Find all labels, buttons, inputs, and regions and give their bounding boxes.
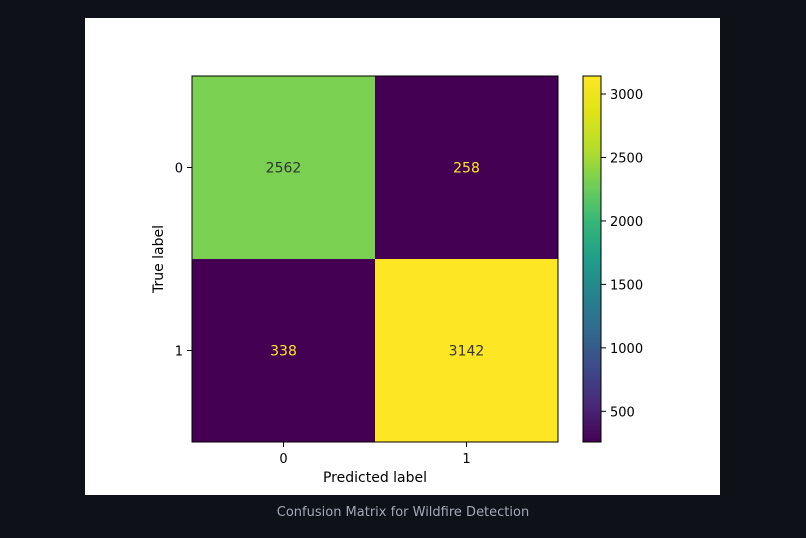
matrix-value-1-1: 3142 <box>449 344 485 360</box>
matrix-cell-0-0 <box>192 76 375 259</box>
colorbar-tick-label-1500: 1500 <box>610 278 643 293</box>
x-tick-label-1: 1 <box>462 452 470 467</box>
colorbar-tick-label-2500: 2500 <box>610 151 643 166</box>
matrix-value-0-1: 258 <box>453 161 480 177</box>
colorbar-tick-label-500: 500 <box>610 405 635 420</box>
matrix-cell-1-1 <box>375 259 558 442</box>
colorbar <box>582 75 602 443</box>
matrix-cell-0-1 <box>375 76 558 259</box>
figure-caption: Confusion Matrix for Wildfire Detection <box>276 505 530 520</box>
y-tick-label-1: 1 <box>175 345 183 360</box>
colorbar-tick-label-2000: 2000 <box>610 215 643 230</box>
y-axis-label: True label <box>151 225 167 294</box>
matrix-frame <box>191 75 559 443</box>
matrix-value-0-0: 2562 <box>266 161 302 177</box>
matrix-cell-1-0 <box>192 259 375 442</box>
y-tick-label-0: 0 <box>175 162 183 177</box>
colorbar-tick-label-1000: 1000 <box>610 342 643 357</box>
confusion-matrix-chart: 2562 258 338 3142 0 1 0 1 Predicted label True… <box>151 75 643 486</box>
figure-card: 2562 258 338 3142 0 1 0 1 Predicted label True… <box>85 18 720 495</box>
matrix-value-1-0: 338 <box>270 344 297 360</box>
colorbar-tick-label-3000: 3000 <box>610 88 643 103</box>
x-axis-label: Predicted label <box>323 470 427 486</box>
x-tick-label-0: 0 <box>279 452 287 467</box>
